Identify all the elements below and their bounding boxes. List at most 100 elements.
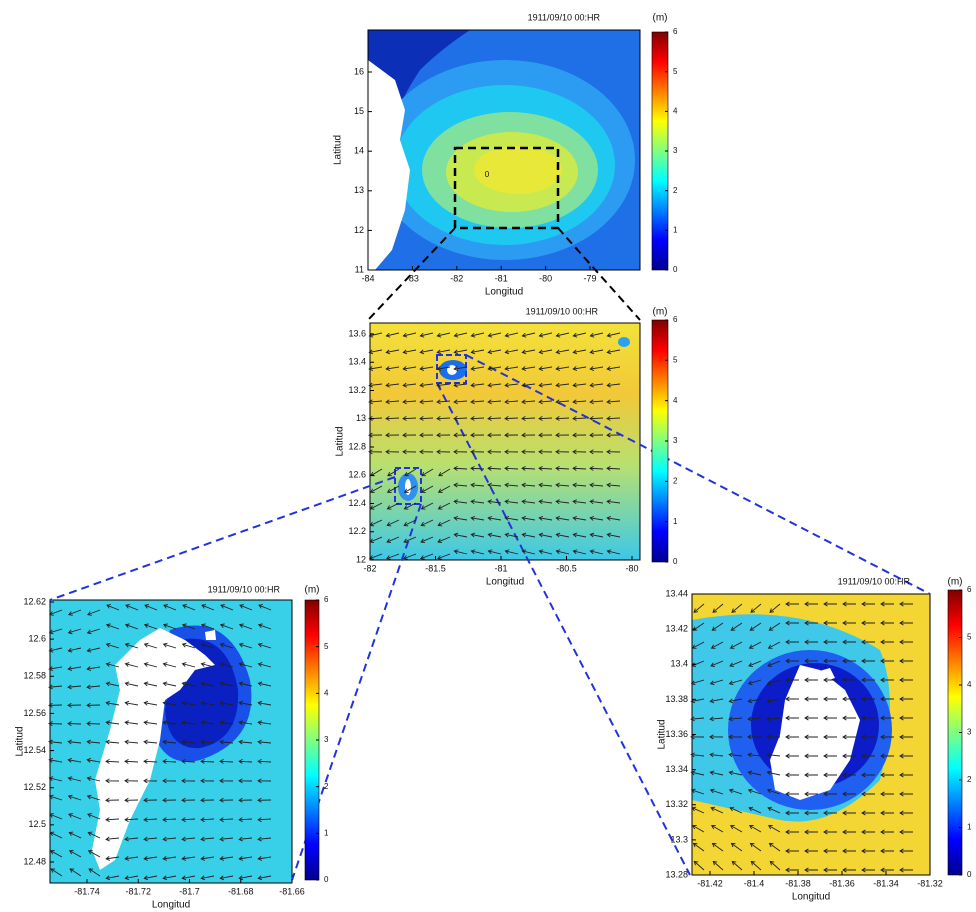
y-tick-label: 12.58 [23,671,46,681]
colorbar-unit: (m) [948,577,963,588]
x-tick-label: -81.42 [697,878,723,888]
map-1 [368,30,640,270]
colorbar-unit: (m) [653,307,668,318]
x-tick-label: -81 [495,273,508,283]
y-tick-label: 16 [354,66,364,76]
y-tick-label: 13.3 [670,834,688,844]
y-tick-label: 12.4 [348,498,366,508]
colorbar-tick-label: 5 [967,633,972,642]
colorbar-tick-label: 6 [673,27,678,36]
y-tick-label: 13.44 [665,588,688,598]
y-tick-label: 11 [355,264,364,274]
y-tick-label: 12.2 [348,526,366,536]
colorbar-tick-label: 6 [967,585,972,594]
y-tick-label: 13.4 [670,659,688,669]
x-axis-label: Longitud [485,287,523,298]
y-tick-label: 12 [354,225,364,235]
colorbar-tick-label: 5 [673,355,678,364]
colorbar-tick-label: 6 [324,595,329,604]
y-tick-label: 12.8 [348,441,366,451]
colorbar-tick-label: 0 [967,870,972,879]
y-tick-label: 15 [354,106,364,116]
y-axis-label: Latitud [335,426,346,456]
x-tick-label: -81.5 [425,563,446,573]
x-tick-label: -81.66 [279,886,305,896]
connector [50,477,395,600]
y-tick-label: 13.36 [665,729,688,739]
y-tick-label: 12.6 [28,634,46,644]
x-tick-label: -81 [494,563,507,573]
x-tick-label: -81.36 [829,878,855,888]
y-tick-label: 14 [354,146,364,156]
y-tick-label: 12.62 [23,596,46,606]
panel-title: 1911/09/10 00:HR [526,306,599,316]
y-tick-label: 13.38 [665,694,688,704]
map-2 [370,323,640,560]
panel-title: 1911/09/10 00:HR [208,584,281,594]
x-tick-label: -81.74 [74,886,100,896]
contour-label: 0 [485,170,490,179]
x-tick-label: -83 [406,273,419,283]
colorbar-tick-label: 6 [673,315,678,324]
colorbar-tick-label: 2 [967,775,972,784]
colorbar-tick-label: 2 [673,186,678,195]
y-tick-label: 13.6 [348,328,366,338]
y-tick-label: 13 [354,185,364,195]
x-tick-label: -80.5 [556,563,577,573]
colorbar-tick-label: 1 [967,823,972,832]
x-tick-label: -81.4 [744,878,765,888]
colorbar-tick-label: 0 [673,265,678,274]
panel-title: 1911/09/10 00:HR [838,576,911,586]
x-tick-label: -80 [625,563,638,573]
colorbar-tick-label: 3 [324,735,329,744]
colorbar-tick-label: 4 [673,106,678,115]
x-tick-label: -82 [363,563,376,573]
colorbar-tick-label: 1 [673,517,678,526]
x-tick-label: -79 [583,273,596,283]
panel-title: 1911/09/10 00:HR [528,12,601,22]
y-tick-label: 13.28 [665,869,688,879]
colorbar-tick-label: 0 [324,875,329,884]
colorbar-tick-label: 2 [324,782,329,791]
colorbar-tick-label: 3 [967,728,972,737]
x-tick-label: -81.7 [179,886,200,896]
x-tick-label: -81.72 [125,886,151,896]
x-tick-label: -81.38 [785,878,811,888]
colorbar-tick-label: 3 [673,436,678,445]
y-tick-label: 12.48 [23,856,46,866]
x-axis-label: Longitud [152,900,190,911]
x-tick-label: -84 [361,273,374,283]
x-tick-label: -81.34 [873,878,899,888]
y-tick-label: 13.34 [665,764,688,774]
colorbar-tick-label: 5 [324,642,329,651]
y-tick-label: 12.6 [348,470,366,480]
x-tick-label: -81.68 [228,886,254,896]
colorbar-unit: (m) [305,585,320,596]
y-tick-label: 13.2 [348,385,366,395]
colorbar-tick-label: 2 [673,476,678,485]
colorbar-tick-label: 4 [673,396,678,405]
y-tick-label: 12.54 [23,745,46,755]
y-tick-label: 13.32 [665,799,688,809]
colorbar-tick-label: 1 [673,225,678,234]
colorbar-tick-label: 3 [673,146,678,155]
colorbar-tick-label: 1 [324,828,329,837]
figure: 1911/09/10 00:HR (m) Longitud Latitud -84 -83… [0,0,976,912]
y-tick-label: 13 [356,413,366,423]
y-axis-label: Latitud [333,135,344,165]
x-axis-label: Longitud [792,892,830,903]
y-tick-label: 13.4 [348,357,366,367]
colorbar-tick-label: 5 [673,67,678,76]
x-tick-label: -81.32 [917,878,943,888]
y-tick-label: 12 [356,554,366,564]
map-4 [692,594,930,875]
colorbar-unit: (m) [653,13,668,24]
y-tick-label: 12.52 [23,782,46,792]
colorbar-tick-label: 4 [324,688,329,697]
colorbar-tick-label: 0 [673,557,678,566]
x-tick-label: -82 [450,273,463,283]
y-tick-label: 13.42 [665,624,688,634]
x-tick-label: -80 [539,273,552,283]
y-tick-label: 12.56 [23,708,46,718]
y-tick-label: 12.5 [28,819,46,829]
